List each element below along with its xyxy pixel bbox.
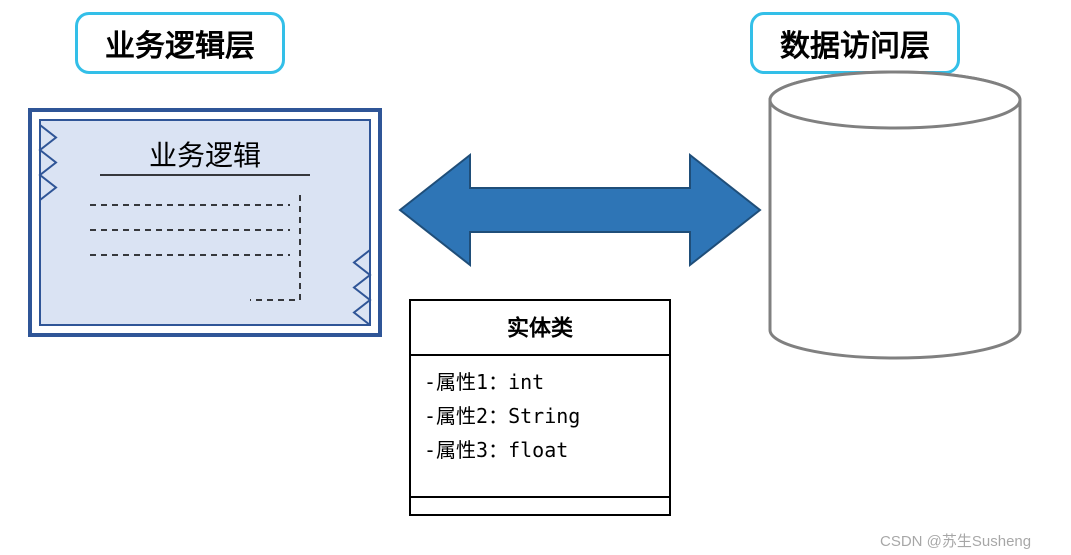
entity-class-attr: -属性2：String [424, 404, 580, 428]
database-cylinder-top [770, 72, 1020, 128]
bidirectional-arrow [400, 155, 760, 265]
diagram-canvas: 业务逻辑实体类 -属性1：int -属性2：String -属性3：float [0, 0, 1071, 555]
entity-class-attr: -属性3：float [424, 438, 568, 462]
entity-class-title: 实体类 [507, 316, 574, 341]
watermark-text: CSDN @苏生Susheng [880, 533, 1031, 550]
entity-class-attr: -属性1：int [424, 370, 544, 394]
business-panel-title: 业务逻辑 [149, 140, 261, 172]
watermark: CSDN @苏生Susheng [880, 530, 1031, 551]
